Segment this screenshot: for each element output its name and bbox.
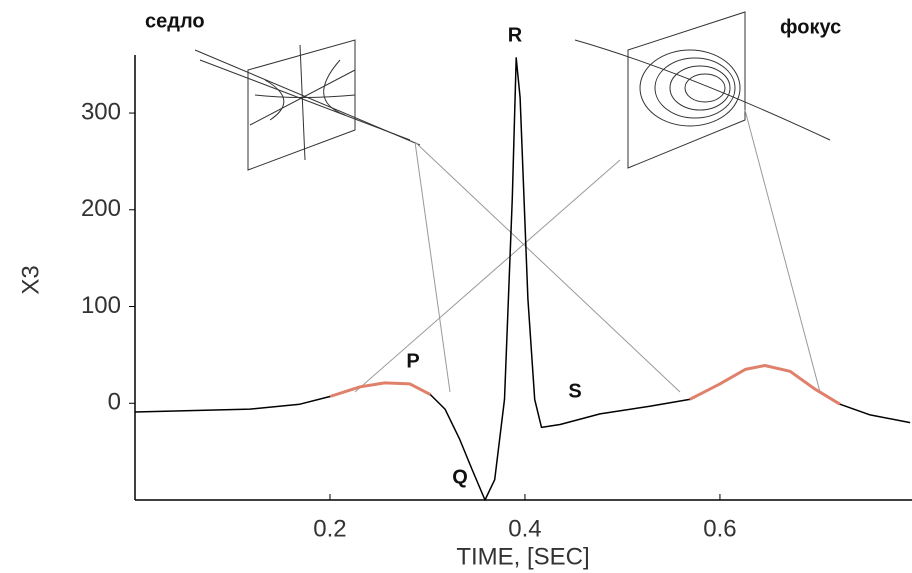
y-tick-label: 300 (81, 98, 121, 125)
y-tick-label: 0 (108, 389, 121, 416)
x-tick-label: 0.6 (703, 515, 736, 542)
y-axis-label: X3 (17, 265, 44, 294)
x-axis-label: TIME, [SEC] (456, 543, 589, 570)
chart: TIME, [SEC] X3 0 100 200 300 0.2 0.4 0.6 седло ф… (0, 0, 912, 573)
y-tick-label: 200 (81, 195, 121, 222)
annotation: седло (145, 10, 205, 32)
annotation: S (568, 380, 581, 402)
y-tick-label: 100 (81, 292, 121, 319)
annotation: Q (452, 466, 468, 488)
annotation: R (508, 24, 523, 46)
annotation: фокус (780, 16, 841, 38)
annotation: P (406, 350, 419, 372)
x-tick-label: 0.4 (508, 515, 541, 542)
x-tick-label: 0.2 (313, 515, 346, 542)
